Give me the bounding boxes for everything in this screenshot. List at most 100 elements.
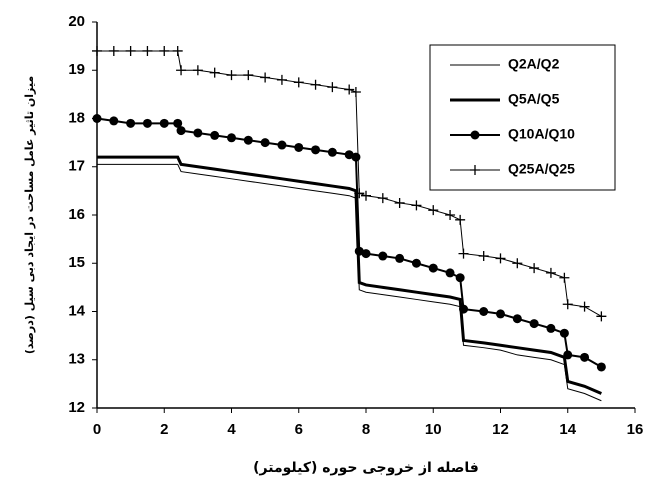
x-tick-label: 14 <box>559 421 576 438</box>
y-tick-label: 13 <box>68 351 85 368</box>
marker <box>395 253 405 263</box>
marker <box>327 82 338 93</box>
marker <box>192 65 203 76</box>
x-tick-label: 10 <box>425 421 442 438</box>
legend-label: Q2A/Q2 <box>508 56 560 72</box>
legend-label: Q5A/Q5 <box>508 91 560 107</box>
marker <box>596 362 606 372</box>
marker <box>260 72 271 83</box>
x-tick-label: 6 <box>295 421 303 438</box>
legend-label: Q25A/Q25 <box>508 161 575 177</box>
marker <box>428 205 439 216</box>
x-tick-label: 2 <box>160 421 168 438</box>
marker <box>455 214 466 225</box>
marker <box>459 304 469 314</box>
marker <box>92 114 102 123</box>
marker <box>210 130 220 140</box>
marker <box>294 142 304 152</box>
marker <box>361 249 371 259</box>
marker <box>546 323 556 333</box>
x-axis-label: فاصله از خروجی حوره (کیلومتر) <box>253 460 479 476</box>
marker <box>227 133 236 143</box>
y-tick-label: 16 <box>68 206 85 223</box>
y-tick-label: 15 <box>68 254 85 271</box>
marker <box>193 128 203 138</box>
marker <box>351 152 361 162</box>
marker <box>478 251 489 262</box>
marker <box>125 45 136 56</box>
y-tick-label: 19 <box>68 61 85 78</box>
marker <box>159 45 170 56</box>
marker <box>108 45 119 56</box>
marker <box>243 135 253 145</box>
marker <box>545 267 556 278</box>
marker <box>361 190 371 201</box>
marker <box>559 328 569 338</box>
marker <box>479 307 489 316</box>
marker <box>109 116 119 126</box>
marker <box>394 197 405 208</box>
marker <box>176 65 187 76</box>
marker <box>276 74 287 85</box>
marker <box>562 299 573 310</box>
marker <box>277 140 287 150</box>
marker <box>172 45 183 56</box>
marker <box>209 67 220 78</box>
marker <box>458 248 469 259</box>
marker <box>226 70 237 81</box>
y-axis-label: میزان تاثیر عامل مساحت در ایجاد دبی سیل … <box>23 76 36 354</box>
marker <box>311 145 321 155</box>
marker <box>495 253 506 264</box>
marker <box>293 77 304 88</box>
series-line <box>97 163 602 402</box>
marker <box>377 193 388 204</box>
y-tick-label: 14 <box>68 302 85 319</box>
marker <box>173 118 183 128</box>
y-tick-label: 18 <box>68 109 85 126</box>
marker <box>411 200 422 211</box>
marker <box>470 130 480 140</box>
marker <box>563 350 573 360</box>
y-tick-label: 17 <box>68 158 85 175</box>
marker <box>260 138 270 148</box>
marker <box>92 45 102 56</box>
marker <box>428 263 438 273</box>
marker <box>559 272 570 283</box>
x-tick-label: 8 <box>362 421 370 438</box>
marker <box>243 70 254 81</box>
series-line <box>97 155 602 395</box>
marker <box>142 45 153 56</box>
marker <box>470 165 480 175</box>
marker <box>350 86 361 97</box>
marker <box>344 84 355 95</box>
marker <box>596 311 607 322</box>
marker <box>142 118 152 128</box>
x-tick-label: 16 <box>627 421 644 438</box>
x-tick-label: 0 <box>93 421 101 438</box>
marker <box>529 319 539 329</box>
marker <box>529 263 540 274</box>
marker <box>378 251 388 261</box>
y-tick-label: 20 <box>68 13 85 30</box>
marker <box>579 301 590 312</box>
marker <box>512 314 522 324</box>
legend-box <box>429 44 616 191</box>
x-tick-label: 4 <box>227 421 236 438</box>
marker <box>327 147 337 157</box>
marker <box>354 188 365 199</box>
marker <box>310 79 321 90</box>
marker <box>176 126 186 136</box>
marker <box>512 258 523 269</box>
legend-label: Q10A/Q10 <box>508 126 575 142</box>
marker <box>126 118 136 128</box>
marker <box>580 352 590 362</box>
marker <box>445 210 456 220</box>
y-tick-label: 12 <box>68 399 85 416</box>
marker <box>411 258 421 268</box>
marker <box>496 309 505 319</box>
marker <box>445 268 455 278</box>
marker <box>455 273 465 283</box>
marker <box>159 118 169 128</box>
x-tick-label: 12 <box>492 421 509 438</box>
